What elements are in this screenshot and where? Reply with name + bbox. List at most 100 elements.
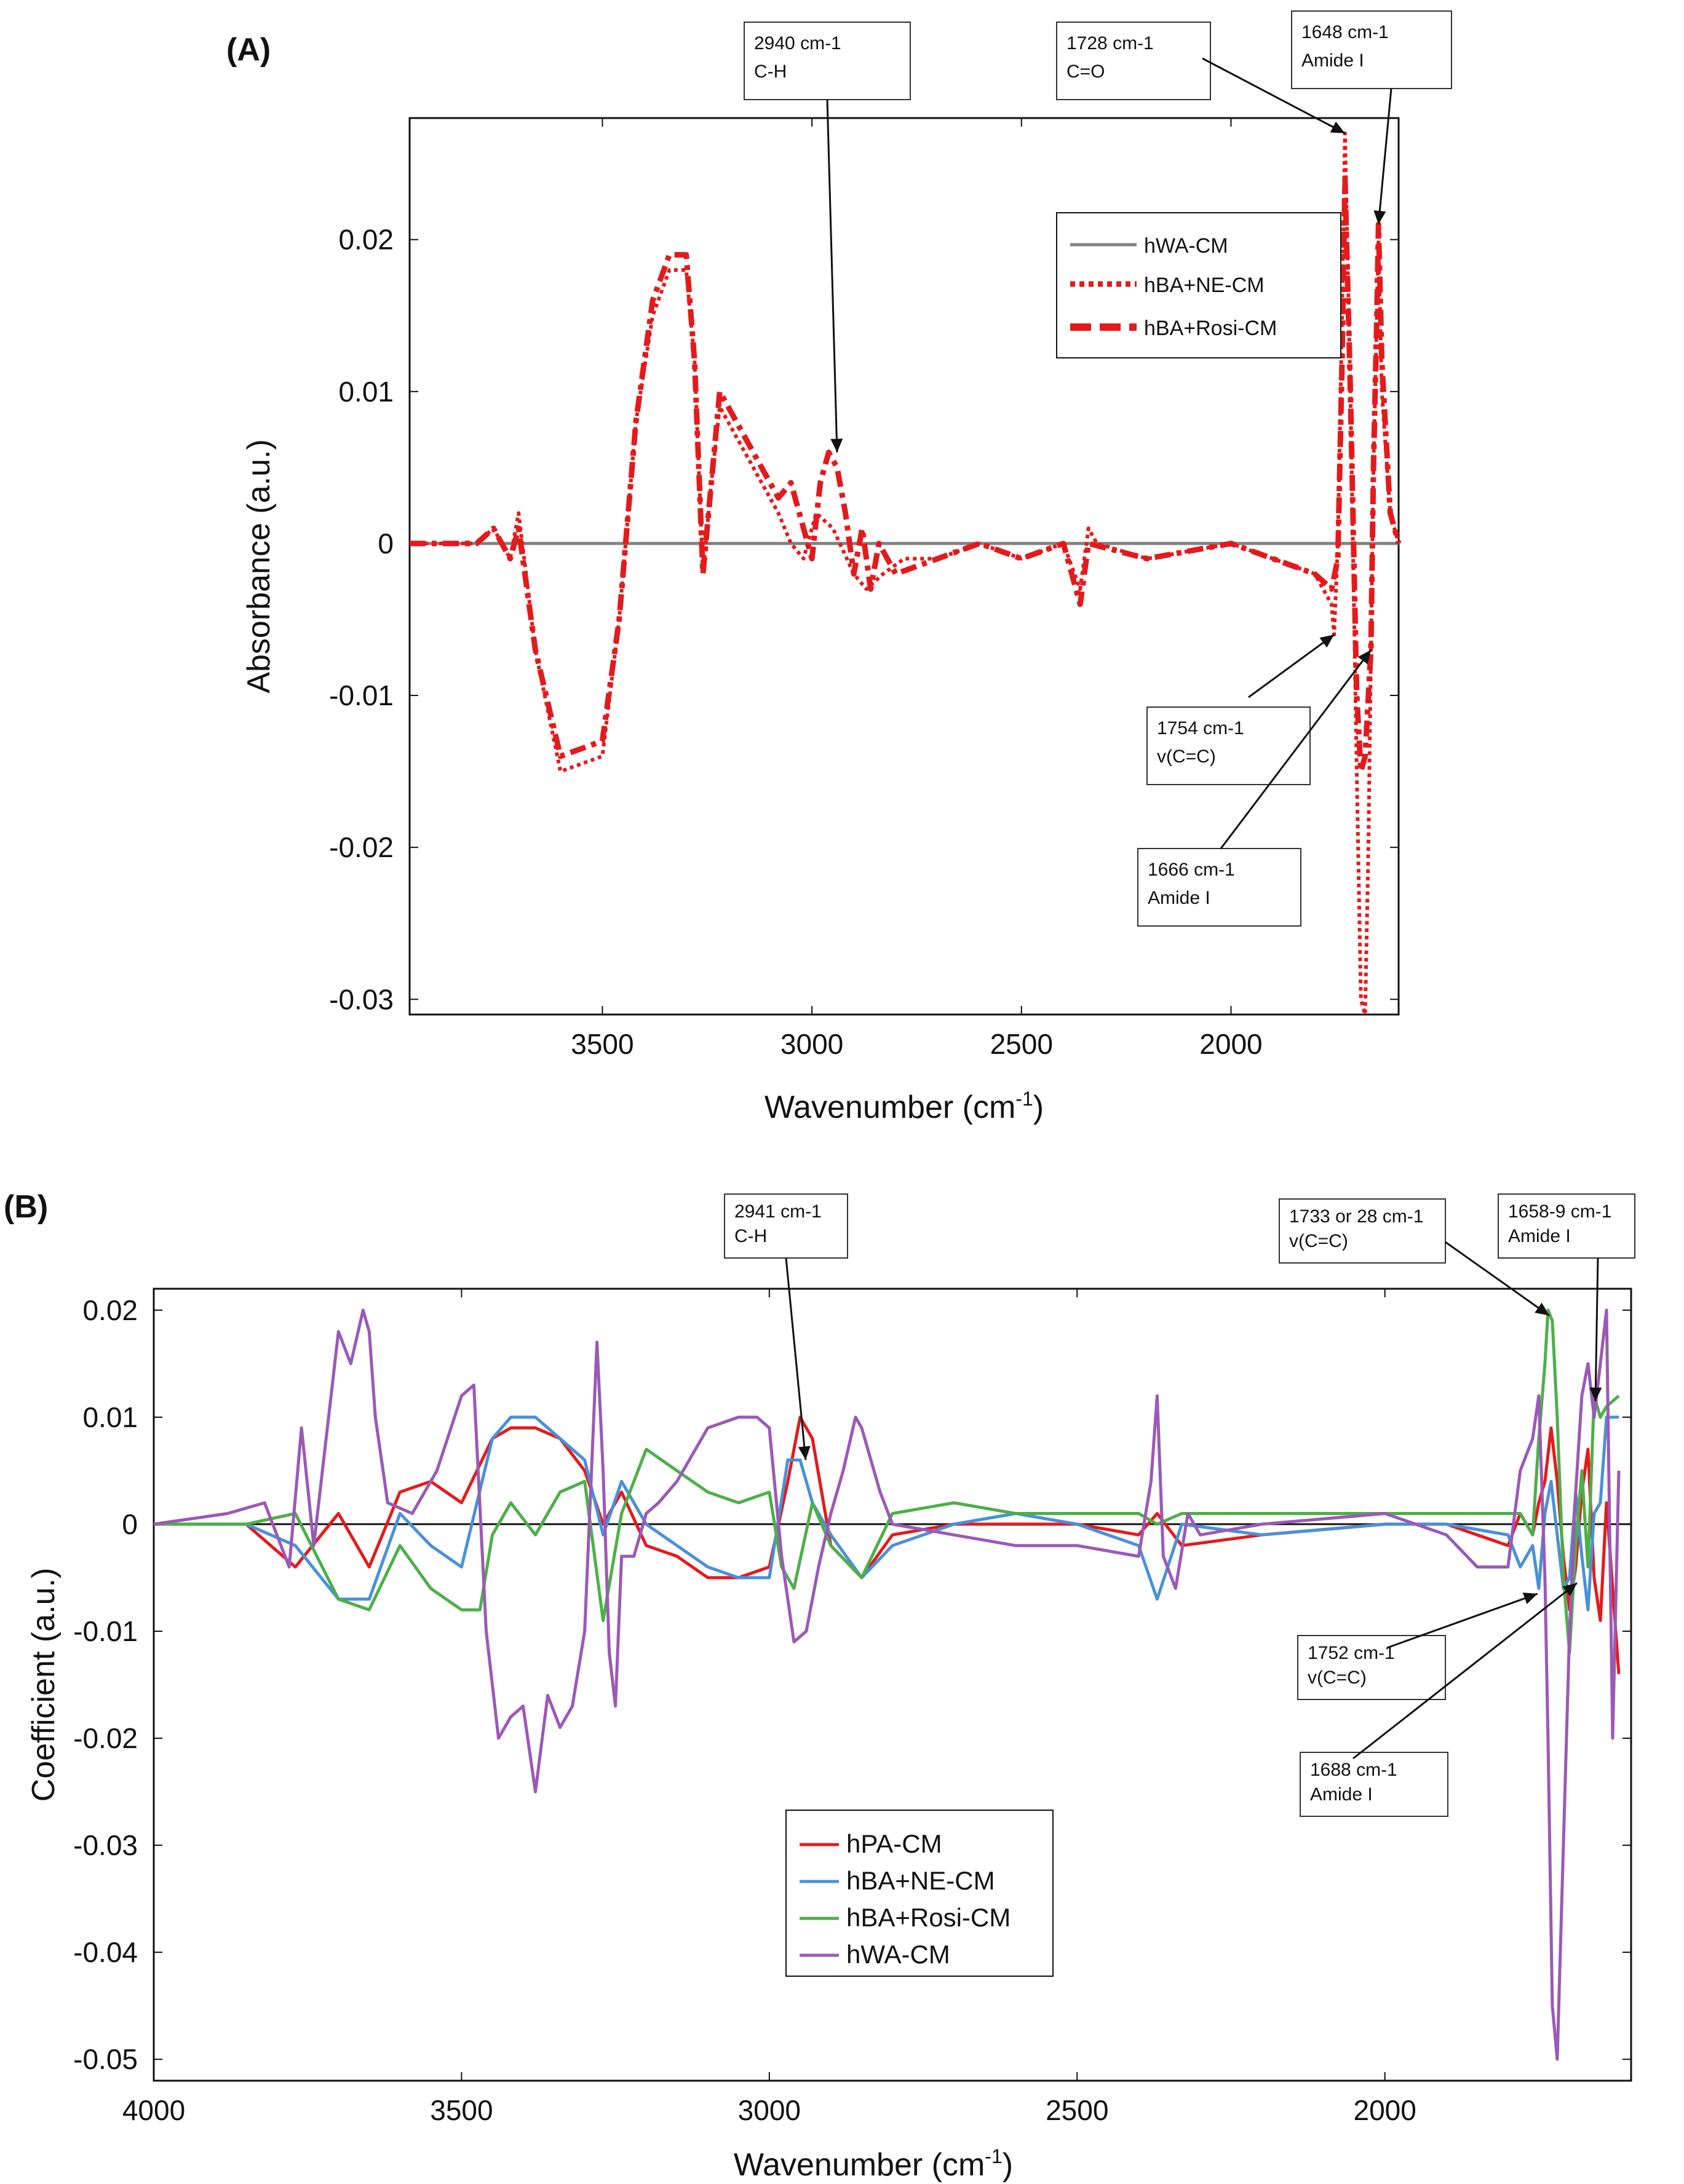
panel-b-callout-box — [1300, 1752, 1448, 1817]
panel-a-series-hba-ne-cm — [410, 131, 1400, 1016]
panel-a-legend-label: hBA+Rosi-CM — [1144, 317, 1277, 340]
panel-a-y-tick-label: -0.01 — [329, 679, 394, 711]
panel-b-legend-label: hPA-CM — [846, 1829, 942, 1858]
panel-b-legend-box — [785, 1810, 1054, 1977]
panel-a-x-tick-label: 2500 — [990, 1028, 1053, 1060]
panel-a-callout-box — [1146, 706, 1311, 785]
panel-b-annotations: 2941 cm-1 C-H 1733 or 28 cm-1 v(C=C) 1658-9 … — [724, 1193, 1635, 1817]
panel-a-y-tick-label: 0.01 — [338, 376, 394, 408]
panel-b-callout-arrow — [785, 1257, 807, 1460]
panel-b-callout-sub: Amide I — [1310, 1784, 1373, 1805]
panel-a-callout-arrow — [1202, 57, 1346, 135]
panel-a-x-tick-label: 3500 — [571, 1028, 633, 1060]
panel-a-callout-label: 1648 cm-1 — [1301, 22, 1389, 42]
panel-a-y-tick-label: -0.03 — [329, 983, 394, 1015]
panel-b-callout-label: 1733 or 28 cm-1 — [1289, 1206, 1423, 1227]
panel-a-legend-label: hWA-CM — [1144, 234, 1228, 258]
panel-a-callout-label: 1728 cm-1 — [1066, 33, 1154, 53]
panel-b-y-tick-label: 0 — [122, 1508, 138, 1540]
panel-a-callout-arrowhead — [1357, 649, 1372, 665]
panel-b-callout-sub: C-H — [734, 1226, 767, 1246]
panel-a-annotations: 2940 cm-1 C-H 1728 cm-1 C=O 1648 cm-1 Amide I… — [744, 10, 1452, 927]
panel-b-legend-label: hBA+Rosi-CM — [846, 1903, 1011, 1932]
panel-a-series — [410, 131, 1402, 1016]
panel-b-callout-label: 1658-9 cm-1 — [1508, 1201, 1611, 1222]
panel-a-callout-arrowhead — [830, 438, 843, 453]
panel-a-legend-label: hBA+NE-CM — [1144, 274, 1265, 297]
panel-b-y-axis-label: Coefficient (a.u.) — [26, 1568, 62, 1802]
panel-a-letter: (A) — [226, 32, 271, 68]
panel-b-callout-arrow — [1352, 1582, 1578, 1760]
panel-a-x-tick-label: 2000 — [1199, 1028, 1262, 1060]
panel-a-callout-arrowhead — [1330, 121, 1345, 133]
panel-b-callout-label: 1688 cm-1 — [1310, 1760, 1397, 1780]
panel-a-callout-arrow — [1377, 88, 1392, 225]
panel-b-callout-arrowhead — [798, 1446, 811, 1460]
panel-b: (B) 4000 3500 3000 2500 2000 -0.05 -0.04 -0.03 -… — [4, 1189, 1635, 2183]
panel-a-callout-box — [744, 22, 911, 100]
panel-a-callout-arrowhead — [1319, 635, 1335, 648]
panel-a-callout-arrow — [1220, 649, 1372, 849]
panel-b-y-tick-label: -0.01 — [73, 1615, 138, 1647]
panel-b-callout-box — [1279, 1198, 1446, 1264]
panel-a-callout-sub: v(C=C) — [1157, 746, 1216, 767]
panel-b-y-tick-label: 0.01 — [82, 1401, 138, 1433]
panel-a-callout-sub: C=O — [1066, 61, 1105, 82]
panel-b-callout-sub: Amide I — [1508, 1226, 1571, 1246]
panel-b-y-tick-label: -0.03 — [73, 1829, 138, 1861]
panel-a-callout-label: 1754 cm-1 — [1157, 718, 1244, 738]
panel-b-series-hba-rosi-cm — [154, 1308, 1620, 1655]
panel-a-callout-box — [1291, 10, 1452, 89]
panel-b-callout-label: 1752 cm-1 — [1308, 1643, 1395, 1663]
panel-b-series — [153, 1308, 1621, 2061]
panel-a-callout-label: 1666 cm-1 — [1148, 860, 1235, 880]
panel-b-y-tick-label: -0.02 — [73, 1722, 138, 1754]
panel-a-x-axis-label: Wavenumber (cm-1) — [765, 1088, 1044, 1125]
panel-a-series-hba-rosi-cm — [410, 176, 1402, 775]
panel-a-callout-box — [1137, 848, 1301, 927]
panel-a-y-tick-label: -0.02 — [329, 831, 394, 863]
panel-a-plot-frame — [408, 117, 1400, 1016]
panel-b-legend-label: hBA+NE-CM — [846, 1866, 995, 1895]
panel-b-callout-box — [1297, 1635, 1446, 1700]
panel-b-callout-arrow — [1386, 1593, 1538, 1649]
panel-b-callout-box — [1498, 1193, 1635, 1259]
panel-b-callout-sub: v(C=C) — [1308, 1668, 1367, 1688]
panel-b-callout-label: 2941 cm-1 — [734, 1201, 822, 1222]
panel-b-ticks: 4000 3500 3000 2500 2000 -0.05 -0.04 -0.03 -0.02… — [73, 1289, 1631, 2126]
panel-b-callout-arrow — [1594, 1257, 1599, 1401]
panel-b-x-tick-label: 2000 — [1353, 2094, 1416, 2126]
panel-b-legend: hPA-CM hBA+NE-CM hBA+Rosi-CM hWA-CM — [785, 1810, 1054, 1977]
panel-a-y-tick-label: 0 — [378, 528, 394, 560]
panel-a-ticks: 3500 3000 2500 2000 -0.03 -0.02 -0.01 0 0.01 0.02 — [329, 118, 1399, 1060]
panel-b-series-hba-ne-cm — [154, 1415, 1619, 1612]
panel-b-callout-arrow — [1445, 1241, 1550, 1316]
panel-b-series-hwa-cm — [153, 1308, 1621, 2061]
panel-b-x-tick-label: 4000 — [122, 2094, 185, 2126]
panel-a-legend: hWA-CM hBA+NE-CM hBA+Rosi-CM — [1056, 212, 1341, 358]
panel-a-y-axis-label: Absorbance (a.u.) — [241, 439, 277, 693]
panel-a-callout-arrow — [1248, 633, 1335, 698]
panel-b-y-tick-label: -0.04 — [73, 1936, 138, 1968]
panel-a-callout-sub: Amide I — [1148, 888, 1210, 908]
panel-b-x-tick-label: 3500 — [430, 2094, 493, 2126]
panel-a-callout-sub: Amide I — [1301, 50, 1364, 71]
panel-a-callout-label: 2940 cm-1 — [754, 33, 841, 53]
panel-b-x-tick-label: 3000 — [738, 2094, 801, 2126]
panel-b-x-tick-label: 2500 — [1046, 2094, 1108, 2126]
panel-a-callout-box — [1056, 22, 1211, 100]
panel-b-callout-arrowhead — [1535, 1302, 1549, 1316]
panel-b-y-tick-label: -0.05 — [73, 2043, 138, 2075]
panel-b-legend-label: hWA-CM — [846, 1940, 950, 1969]
panel-a-callout-sub: C-H — [754, 61, 787, 82]
panel-a: (A) 3500 3000 2500 2000 -0.03 -0.02 -0.01 0 0.01… — [226, 10, 1452, 1125]
panel-b-callout-sub: v(C=C) — [1289, 1231, 1348, 1251]
panel-b-callout-arrowhead — [1522, 1593, 1538, 1604]
panel-a-callout-arrowhead — [1373, 210, 1386, 224]
panel-b-x-axis-label: Wavenumber (cm-1) — [734, 2145, 1013, 2183]
panel-b-plot-frame — [153, 1288, 1632, 2082]
panel-b-callout-arrowhead — [1589, 1387, 1602, 1401]
panel-a-x-tick-label: 3000 — [780, 1028, 843, 1060]
panel-b-letter: (B) — [4, 1189, 48, 1225]
